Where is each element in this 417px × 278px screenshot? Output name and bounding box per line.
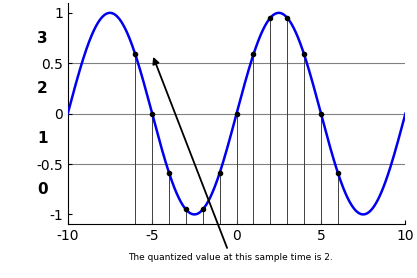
Text: 2: 2 [37, 81, 48, 96]
Text: 1: 1 [37, 131, 48, 146]
Text: The quantized value at this sample time is 2.: The quantized value at this sample time … [128, 59, 333, 262]
Text: 3: 3 [37, 31, 48, 46]
Text: 0: 0 [37, 182, 48, 197]
